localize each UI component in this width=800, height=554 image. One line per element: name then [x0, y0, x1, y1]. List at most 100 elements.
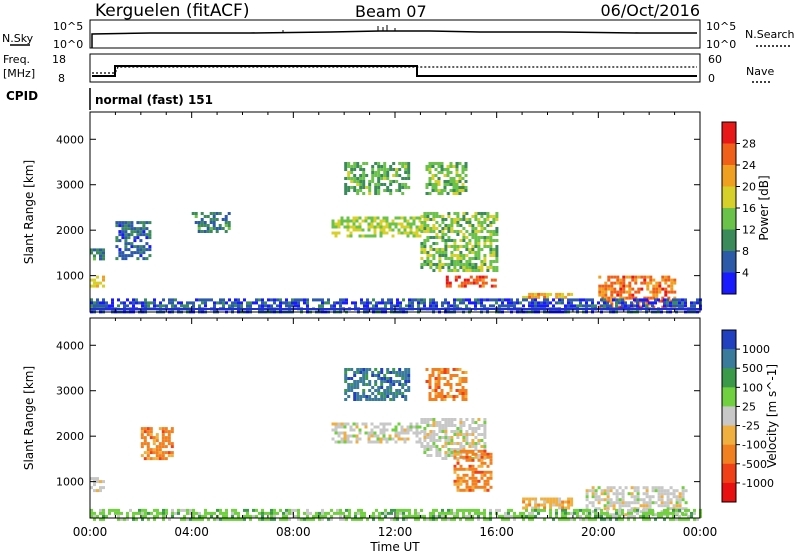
data-cell [540, 292, 544, 296]
data-cell [558, 497, 562, 501]
data-cell [441, 233, 445, 236]
data-cell [428, 374, 432, 377]
data-cell [324, 511, 327, 515]
data-cell [455, 183, 459, 186]
data-cell [696, 298, 699, 302]
data-cell [480, 452, 484, 456]
data-cell [624, 501, 628, 505]
colorbar-swatch [722, 349, 736, 369]
data-cell [552, 517, 555, 521]
data-cell [420, 215, 424, 218]
data-cell [386, 189, 390, 192]
data-cell [400, 437, 404, 441]
data-cell [159, 304, 162, 308]
data-cell [432, 215, 436, 218]
data-cell [207, 298, 210, 302]
time-tick-label: 12:00 [378, 525, 413, 539]
data-cell [115, 236, 119, 240]
data-cell [585, 507, 589, 511]
data-cell [633, 304, 636, 308]
data-cell [400, 431, 404, 435]
data-cell [465, 514, 468, 518]
data-cell [385, 231, 389, 235]
data-cell [468, 455, 472, 459]
data-cell [455, 374, 459, 377]
data-cell [452, 183, 456, 186]
data-cell [462, 514, 465, 518]
data-cell [489, 458, 493, 462]
data-cell [246, 304, 249, 308]
data-cell [486, 215, 490, 218]
data-cell [162, 508, 165, 512]
data-cell [447, 301, 450, 305]
data-cell [609, 489, 613, 493]
data-cell [389, 386, 393, 389]
data-cell [377, 398, 381, 401]
data-cell [140, 445, 144, 449]
data-cell [630, 304, 633, 308]
data-cell [161, 436, 165, 440]
data-cell [483, 424, 487, 427]
data-cell [603, 504, 607, 508]
data-cell [483, 485, 487, 489]
data-cell [531, 292, 535, 296]
data-cell [573, 517, 576, 521]
data-cell [455, 192, 459, 195]
data-cell [145, 221, 149, 225]
data-cell [149, 430, 153, 434]
data-cell [417, 517, 420, 521]
data-cell [423, 251, 427, 254]
data-cell [669, 486, 673, 490]
data-cell [624, 486, 628, 490]
data-cell [337, 219, 341, 223]
data-cell [344, 371, 348, 374]
data-cell [377, 168, 381, 171]
data-cell [434, 180, 438, 183]
data-cell [258, 304, 261, 308]
data-cell [423, 514, 426, 518]
data-cell [390, 304, 393, 308]
data-cell [186, 304, 189, 308]
data-cell [642, 501, 646, 505]
data-cell [663, 492, 667, 496]
data-cell [147, 517, 150, 521]
data-cell [423, 301, 426, 305]
data-cell [382, 428, 386, 432]
data-cell [372, 304, 375, 308]
data-cell [397, 228, 401, 232]
colorbar-swatch [722, 165, 736, 187]
data-cell [337, 434, 341, 438]
data-cell [453, 304, 456, 308]
data-cell [486, 298, 489, 302]
data-cell [459, 427, 463, 430]
data-cell [534, 301, 537, 305]
data-cell [394, 440, 398, 444]
data-cell [177, 511, 180, 515]
data-cell [418, 234, 422, 238]
data-cell [449, 395, 453, 398]
data-cell [425, 186, 429, 189]
data-cell [124, 233, 128, 237]
data-cell [495, 508, 498, 512]
data-cell [183, 508, 186, 512]
data-cell [483, 445, 487, 448]
data-cell [142, 245, 146, 249]
data-cell [355, 437, 359, 441]
data-cell [461, 377, 465, 380]
data-cell [437, 180, 441, 183]
data-cell [480, 263, 484, 266]
data-cell [477, 239, 481, 242]
data-cell [642, 498, 646, 502]
data-cell [525, 295, 529, 299]
data-cell [347, 171, 351, 174]
data-cell [619, 281, 623, 285]
data-cell [148, 254, 152, 258]
data-cell [489, 476, 493, 480]
data-cell [336, 508, 339, 512]
data-cell [337, 225, 341, 229]
data-cell [459, 479, 463, 483]
data-cell [90, 251, 93, 255]
data-cell [158, 454, 162, 458]
data-cell [684, 489, 688, 493]
data-cell [654, 301, 657, 305]
